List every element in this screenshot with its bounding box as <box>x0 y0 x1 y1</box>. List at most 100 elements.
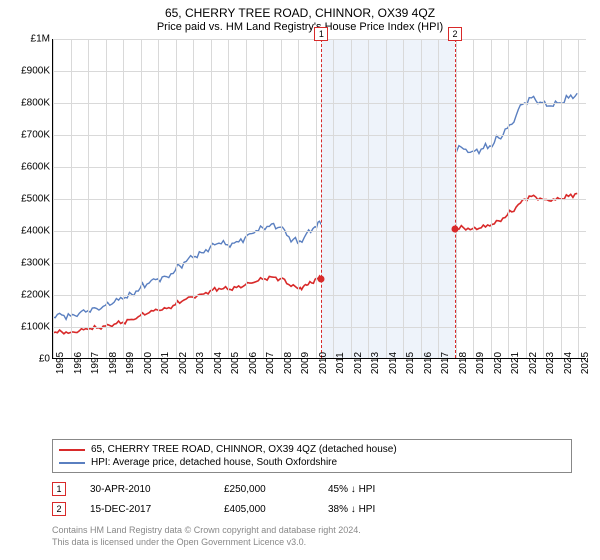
y-axis-label: £300K <box>21 258 50 269</box>
x-axis-label: 2003 <box>195 352 206 374</box>
x-axis-label: 1999 <box>125 352 136 374</box>
x-axis-label: 2008 <box>283 352 294 374</box>
gridline-vertical <box>386 39 387 358</box>
x-axis-label: 2023 <box>545 352 556 374</box>
sale-marker-box: 2 <box>448 27 462 41</box>
plot-region: 12 <box>52 39 586 359</box>
y-axis-label: £100K <box>21 322 50 333</box>
x-axis-label: 2012 <box>353 352 364 374</box>
gridline-horizontal <box>53 327 586 328</box>
gridline-horizontal <box>53 103 586 104</box>
gridline-vertical <box>403 39 404 358</box>
sale-point <box>318 276 325 283</box>
sale-row-marker: 1 <box>52 482 66 496</box>
x-axis-label: 2014 <box>388 352 399 374</box>
legend-label: 65, CHERRY TREE ROAD, CHINNOR, OX39 4QZ … <box>91 444 397 455</box>
sale-date: 15-DEC-2017 <box>90 504 200 515</box>
gridline-vertical <box>508 39 509 358</box>
footer-line-2: This data is licensed under the Open Gov… <box>52 537 592 549</box>
gridline-vertical <box>281 39 282 358</box>
x-axis-label: 2002 <box>178 352 189 374</box>
gridline-vertical <box>368 39 369 358</box>
sale-row-marker: 2 <box>52 502 66 516</box>
sale-row: 1 30-APR-2010 £250,000 45% ↓ HPI <box>52 479 572 499</box>
legend-swatch <box>59 462 85 464</box>
chart-subtitle: Price paid vs. HM Land Registry's House … <box>8 21 592 33</box>
gridline-vertical <box>526 39 527 358</box>
x-axis-label: 2006 <box>248 352 259 374</box>
gridline-vertical <box>298 39 299 358</box>
gridline-vertical <box>578 39 579 358</box>
y-axis-label: £0 <box>39 354 50 365</box>
gridline-vertical <box>438 39 439 358</box>
x-axis-label: 1995 <box>55 352 66 374</box>
legend: 65, CHERRY TREE ROAD, CHINNOR, OX39 4QZ … <box>52 439 572 473</box>
x-axis-label: 2001 <box>160 352 171 374</box>
y-axis-label: £900K <box>21 66 50 77</box>
x-axis-label: 1997 <box>90 352 101 374</box>
gridline-horizontal <box>53 71 586 72</box>
gridline-vertical <box>106 39 107 358</box>
gridline-vertical <box>123 39 124 358</box>
x-axis-label: 2011 <box>335 352 346 374</box>
gridline-vertical <box>211 39 212 358</box>
x-axis-label: 2015 <box>405 352 416 374</box>
y-axis-label: £700K <box>21 130 50 141</box>
gridline-vertical <box>333 39 334 358</box>
x-axis-label: 2016 <box>423 352 434 374</box>
gridline-vertical <box>543 39 544 358</box>
gridline-vertical <box>351 39 352 358</box>
chart-area: 12 £0£100K£200K£300K£400K£500K£600K£700K… <box>8 39 592 399</box>
x-axis-label: 2019 <box>475 352 486 374</box>
gridline-horizontal <box>53 167 586 168</box>
x-axis-label: 2013 <box>370 352 381 374</box>
x-axis-label: 2025 <box>580 352 591 374</box>
sale-hpi: 45% ↓ HPI <box>328 484 408 495</box>
sale-row: 215-DEC-2017£405,00038% ↓ HPI <box>52 499 572 519</box>
x-axis-label: 2017 <box>440 352 451 374</box>
footer-attribution: Contains HM Land Registry data © Crown c… <box>52 525 592 548</box>
x-axis-label: 2024 <box>563 352 574 374</box>
y-axis-label: £400K <box>21 226 50 237</box>
sale-date: 30-APR-2010 <box>90 484 200 495</box>
y-axis-label: £500K <box>21 194 50 205</box>
sale-price: £250,000 <box>224 484 304 495</box>
sale-marker-box: 1 <box>314 27 328 41</box>
sale-hpi: 38% ↓ HPI <box>328 504 408 515</box>
gridline-vertical <box>88 39 89 358</box>
gridline-vertical <box>491 39 492 358</box>
sale-point <box>451 226 458 233</box>
gridline-vertical <box>193 39 194 358</box>
chart-container: 65, CHERRY TREE ROAD, CHINNOR, OX39 4QZ … <box>0 0 600 560</box>
legend-item: 65, CHERRY TREE ROAD, CHINNOR, OX39 4QZ … <box>59 443 565 456</box>
legend-item: HPI: Average price, detached house, Sout… <box>59 456 565 469</box>
gridline-vertical <box>141 39 142 358</box>
x-axis-label: 2018 <box>458 352 469 374</box>
gridline-vertical <box>71 39 72 358</box>
gridline-horizontal <box>53 135 586 136</box>
gridline-horizontal <box>53 231 586 232</box>
gridline-vertical <box>176 39 177 358</box>
gridline-horizontal <box>53 199 586 200</box>
x-axis-label: 1996 <box>73 352 84 374</box>
x-axis-label: 2010 <box>318 352 329 374</box>
y-axis-label: £800K <box>21 98 50 109</box>
x-axis-label: 2009 <box>300 352 311 374</box>
x-axis-label: 2005 <box>230 352 241 374</box>
footer-line-1: Contains HM Land Registry data © Crown c… <box>52 525 592 537</box>
x-axis-label: 2004 <box>213 352 224 374</box>
gridline-vertical <box>316 39 317 358</box>
x-axis-label: 2020 <box>493 352 504 374</box>
x-axis-label: 2007 <box>265 352 276 374</box>
y-axis-label: £1M <box>31 34 50 45</box>
x-axis-label: 1998 <box>108 352 119 374</box>
gridline-vertical <box>228 39 229 358</box>
x-axis-label: 2021 <box>510 352 521 374</box>
gridline-vertical <box>561 39 562 358</box>
gridline-vertical <box>421 39 422 358</box>
gridline-horizontal <box>53 295 586 296</box>
gridline-vertical <box>158 39 159 358</box>
gridline-vertical <box>263 39 264 358</box>
x-axis-label: 2000 <box>143 352 154 374</box>
gridline-horizontal <box>53 263 586 264</box>
